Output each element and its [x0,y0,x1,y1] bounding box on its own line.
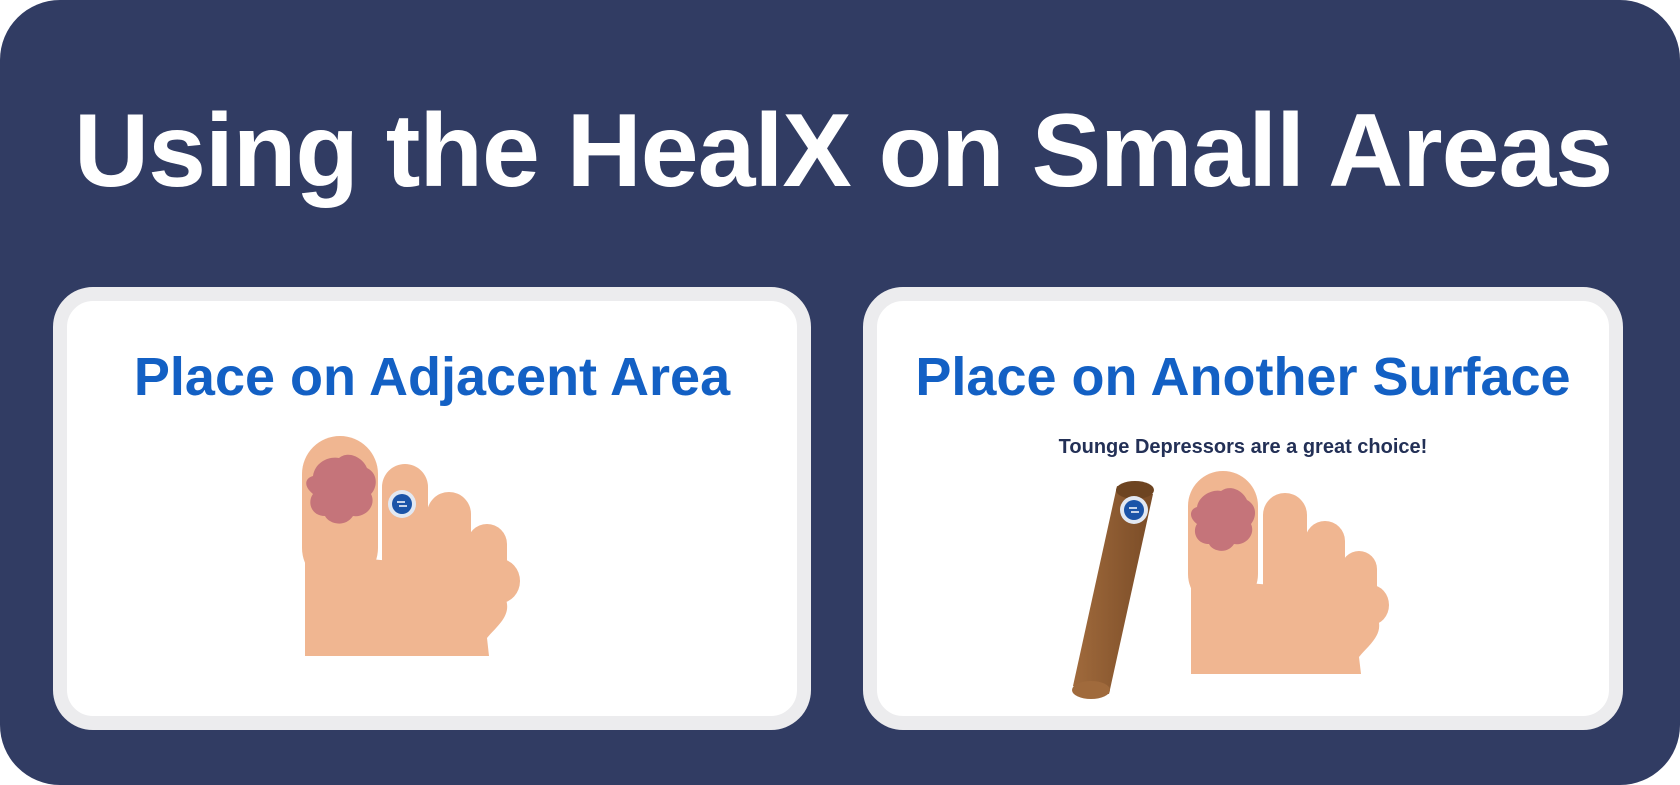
healx-device-icon [388,490,416,518]
tongue-depressor-illustration [1072,481,1154,699]
adjacent-area-card: Place on Adjacent Area [53,287,811,730]
healx-device-icon [1120,496,1148,524]
stick-top-end [1116,481,1154,499]
page-title: Using the HealX on Small Areas [74,93,1613,209]
another-surface-title: Place on Another Surface [915,347,1571,407]
foot-shape [1188,471,1389,674]
stick-body [1073,486,1153,694]
another-surface-card: Place on Another Surface Tounge Depresso… [863,287,1623,730]
stick-bottom-end [1072,681,1110,699]
adjacent-area-title: Place on Adjacent Area [133,347,731,407]
foot-illustration [302,436,520,656]
another-surface-subtitle: Tounge Depressors are a great choice! [1058,436,1428,458]
wound-spot [306,454,376,524]
foot-illustration [1188,471,1389,674]
wound-spot [1190,488,1256,551]
